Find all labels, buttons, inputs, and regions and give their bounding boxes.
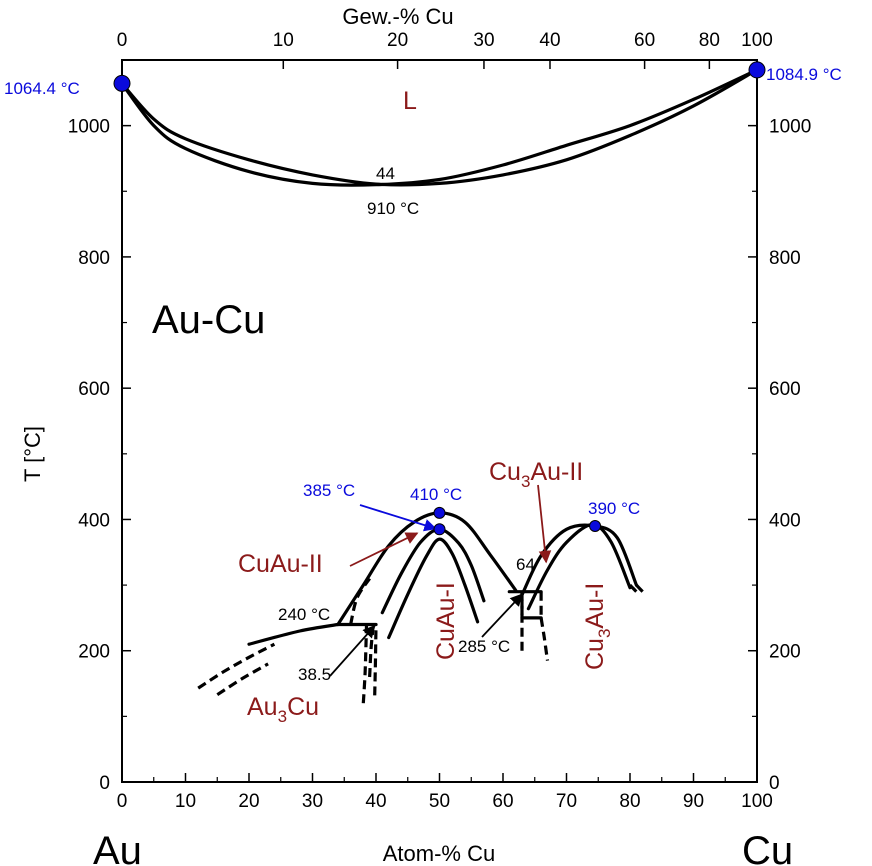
special-point — [748, 61, 766, 79]
y-tick-label-left: 0 — [99, 773, 110, 794]
dashed-boundary-line — [368, 629, 375, 678]
x-tick-label: 20 — [238, 791, 259, 812]
x-tick-label: 70 — [556, 791, 577, 812]
boundary-line — [247, 622, 340, 646]
boundary-line — [336, 511, 518, 627]
plot-frame — [121, 59, 758, 783]
dashed-boundary-line — [361, 624, 369, 704]
x-tick-label: 90 — [683, 791, 704, 812]
element-right-label: Cu — [742, 829, 793, 866]
x-tick-label: 0 — [117, 791, 128, 812]
element-left-label: Au — [93, 829, 142, 866]
y-tick-label-right: 200 — [769, 642, 801, 663]
arrow-285 — [481, 593, 523, 638]
cu-melting-label: 1084.9 °C — [766, 65, 842, 84]
y-tick-label-right: 400 — [769, 510, 801, 531]
peak-390-label: 390 °C — [588, 499, 640, 518]
dashed-boundary-line — [539, 617, 550, 661]
phase-cuau-ii-label: CuAu-II — [238, 550, 323, 578]
phase-cu3au-ii-label: Cu3Au-II — [489, 458, 583, 491]
dashed-boundary-line — [628, 583, 638, 593]
x-tick-label: 80 — [619, 791, 640, 812]
boundary-line — [120, 68, 759, 187]
min-temperature-label: 910 °C — [367, 199, 419, 218]
y-tick-label-left: 400 — [78, 510, 110, 531]
arrow-385 — [359, 504, 437, 532]
special-point — [113, 74, 131, 92]
y-tick-label-left: 1000 — [68, 117, 110, 138]
y-tick-label-right: 0 — [769, 773, 780, 794]
peak-410-label: 410 °C — [410, 485, 462, 504]
y-axis-label: T [°C] — [20, 426, 45, 482]
annotation-arrows — [329, 484, 552, 677]
y-tick-label-right: 600 — [769, 379, 801, 400]
top-tick-label: 10 — [273, 30, 294, 51]
au-melting-label: 1064.4 °C — [4, 79, 80, 98]
phase-au3cu-label: Au3Cu — [247, 693, 319, 726]
phase-cu3au-i-label: Cu3Au-I — [581, 583, 614, 670]
boundary-line — [526, 523, 632, 611]
top-tick-label: 20 — [387, 30, 408, 51]
min-composition-label: 44 — [376, 164, 395, 183]
y-tick-label-left: 600 — [78, 379, 110, 400]
dashed-boundary-line — [349, 577, 371, 625]
c64-label: 64 — [516, 555, 535, 574]
x-tick-label: 30 — [302, 791, 323, 812]
x-tick-label: 100 — [741, 791, 773, 812]
dashed-boundary-line — [197, 642, 276, 690]
top-tick-label: 60 — [634, 30, 655, 51]
peak-385-label: 385 °C — [303, 481, 355, 500]
y-tick-label-right: 1000 — [769, 117, 811, 138]
top-tick-label: 30 — [473, 30, 494, 51]
top-tick-label: 40 — [539, 30, 560, 51]
y-tick-label-right: 800 — [769, 248, 801, 269]
boundary-line — [387, 537, 480, 640]
t285-label: 285 °C — [458, 637, 510, 656]
special-points — [113, 61, 766, 536]
phase-cuau-i-label: CuAu-I — [432, 582, 460, 660]
arrow-cu3au-ii — [537, 484, 552, 564]
top-tick-label: 0 — [117, 30, 128, 51]
liquid-label: L — [403, 87, 417, 115]
dashed-boundary-line — [373, 624, 378, 696]
c38-label: 38.5 — [298, 665, 331, 684]
top-axis-label: Gew.-% Cu — [342, 4, 453, 29]
top-tick-label: 80 — [699, 30, 720, 51]
arrow-cuau-ii — [349, 532, 419, 567]
special-point — [589, 520, 602, 533]
x-tick-label: 10 — [175, 791, 196, 812]
dashed-boundary-line — [635, 584, 644, 593]
special-point — [433, 523, 446, 536]
y-tick-label-left: 800 — [78, 248, 110, 269]
boundary-line — [120, 68, 759, 187]
t240-label: 240 °C — [278, 605, 330, 624]
top-tick-label: 100 — [741, 30, 773, 51]
dashed-boundary-line — [216, 662, 269, 697]
x-tick-label: 60 — [492, 791, 513, 812]
tick-marks — [121, 60, 758, 783]
x-tick-label: 40 — [365, 791, 386, 812]
x-tick-label: 50 — [429, 791, 450, 812]
chart-title: Au-Cu — [152, 298, 265, 342]
arrow-38-5 — [329, 624, 376, 677]
y-tick-label-left: 200 — [78, 642, 110, 663]
x-axis-label: Atom-% Cu — [383, 841, 495, 866]
special-point — [433, 506, 446, 519]
